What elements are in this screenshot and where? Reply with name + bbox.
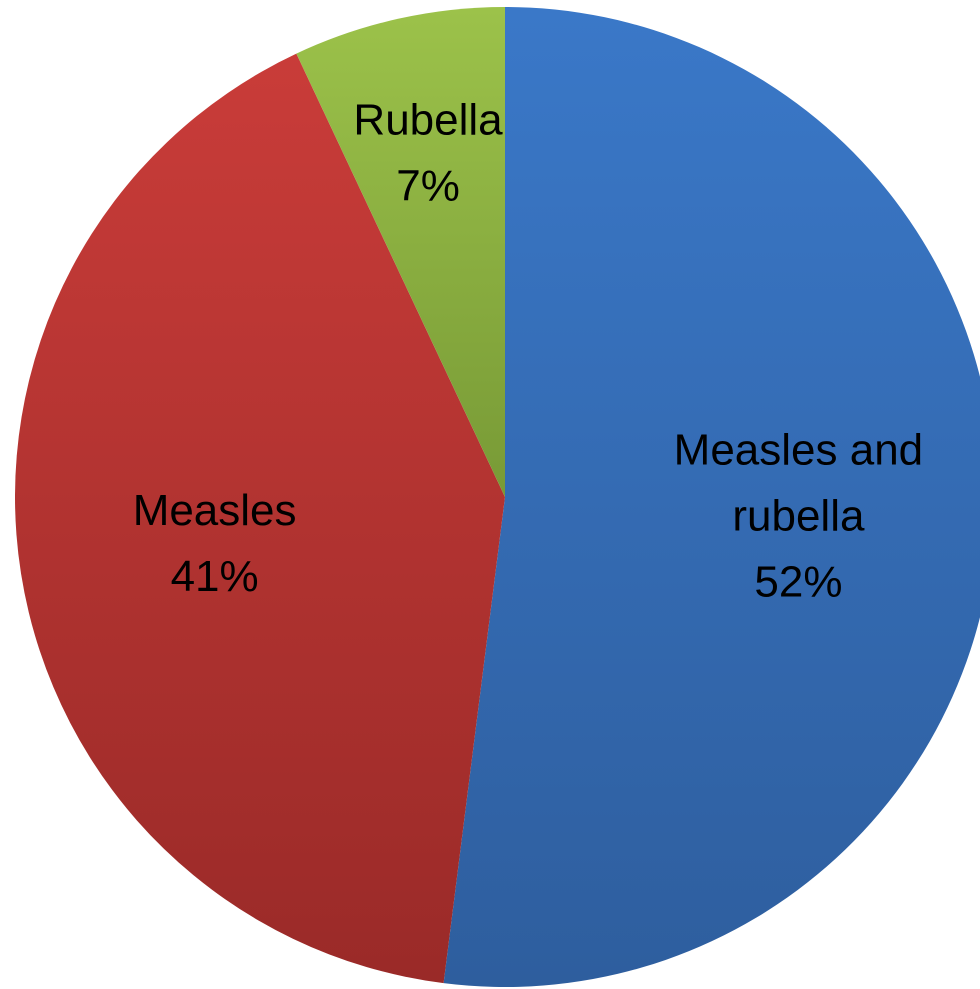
pie-label-name: rubella [732,491,865,540]
pie-label-name: Rubella [353,96,503,145]
pie-label-value: 7% [396,162,460,211]
pie-label-name: Measles [133,486,297,535]
pie-labels: Measles and rubella 52% Measles 41% Rubella 7% [133,96,923,607]
pie-slice-measles-and-rubella [443,7,980,987]
pie-slice-measles [15,53,506,984]
pie-label-rubella: Rubella 7% [353,96,503,211]
pie-label-measles-and-rubella: Measles and rubella 52% [674,425,923,606]
pie-slices [15,7,980,987]
pie-label-measles: Measles 41% [133,486,297,601]
pie-label-name: Measles and [674,425,923,474]
pie-label-value: 52% [754,557,842,606]
pie-label-value: 41% [171,552,259,601]
pie-slice-rubella [296,7,505,497]
